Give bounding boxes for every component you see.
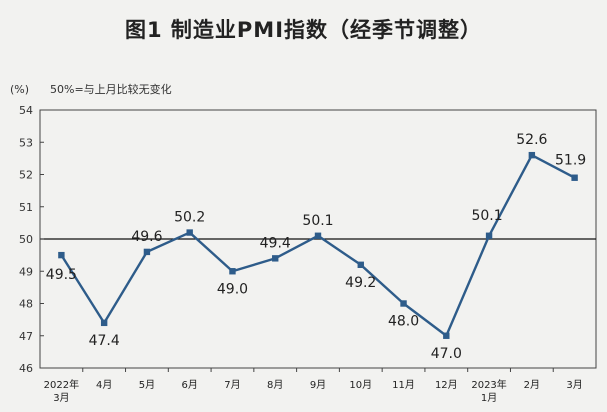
y-tick-label: 51	[19, 201, 33, 214]
data-label: 50.2	[174, 210, 205, 226]
data-point	[314, 232, 322, 239]
data-label: 49.2	[345, 275, 376, 291]
data-point	[528, 151, 536, 159]
x-tick-label: 6月	[182, 379, 198, 391]
x-tick-label: 1月	[481, 392, 497, 404]
x-tick-label: 4月	[96, 379, 112, 391]
data-label: 49.0	[217, 281, 248, 297]
y-tick-label: 52	[19, 169, 33, 182]
data-label: 49.5	[46, 267, 77, 283]
data-point	[272, 255, 279, 262]
y-tick-label: 54	[19, 104, 33, 117]
data-point	[100, 319, 108, 327]
y-tick-label: 49	[19, 265, 33, 278]
x-tick-label: 9月	[310, 379, 326, 391]
y-tick-label: 48	[19, 298, 33, 311]
x-tick-label: 3月	[566, 379, 582, 391]
data-point	[229, 268, 236, 275]
x-tick-label: 12月	[435, 379, 458, 391]
data-label: 52.6	[516, 132, 547, 148]
series-line	[60, 153, 576, 337]
y-tick-label: 47	[19, 330, 33, 343]
data-label: 51.9	[555, 153, 586, 169]
data-label: 49.6	[131, 229, 162, 245]
chart-title: 图1 制造业PMI指数（经季节调整）	[124, 18, 483, 42]
data-label: 47.4	[89, 333, 120, 349]
y-tick-label: 46	[19, 362, 33, 375]
x-tick-label: 2月	[524, 379, 540, 391]
data-point	[400, 300, 407, 307]
y-unit-label: (%)	[10, 83, 29, 96]
data-label: 48.0	[388, 314, 419, 330]
y-tick-label: 50	[19, 233, 33, 246]
x-tick-label: 7月	[224, 379, 240, 391]
data-point	[571, 174, 578, 181]
x-tick-label: 2022年	[44, 378, 79, 391]
data-point	[443, 332, 450, 339]
x-tick-label: 11月	[392, 379, 415, 391]
x-tick-label: 8月	[267, 379, 283, 391]
chart-note: 50%=与上月比较无变化	[50, 82, 172, 96]
data-label: 50.1	[471, 208, 502, 224]
data-point	[186, 229, 193, 236]
x-tick-label: 5月	[139, 379, 155, 391]
data-point	[143, 248, 151, 256]
x-tick-label: 2023年	[471, 378, 506, 391]
data-label: 50.1	[302, 213, 333, 229]
y-tick-label: 53	[19, 136, 33, 149]
data-label: 49.4	[260, 235, 291, 251]
x-tick-label: 3月	[53, 392, 69, 404]
data-point	[58, 251, 65, 259]
data-label: 47.0	[431, 346, 462, 362]
x-tick-label: 10月	[349, 379, 372, 391]
data-point	[357, 261, 364, 268]
data-point	[485, 232, 493, 239]
